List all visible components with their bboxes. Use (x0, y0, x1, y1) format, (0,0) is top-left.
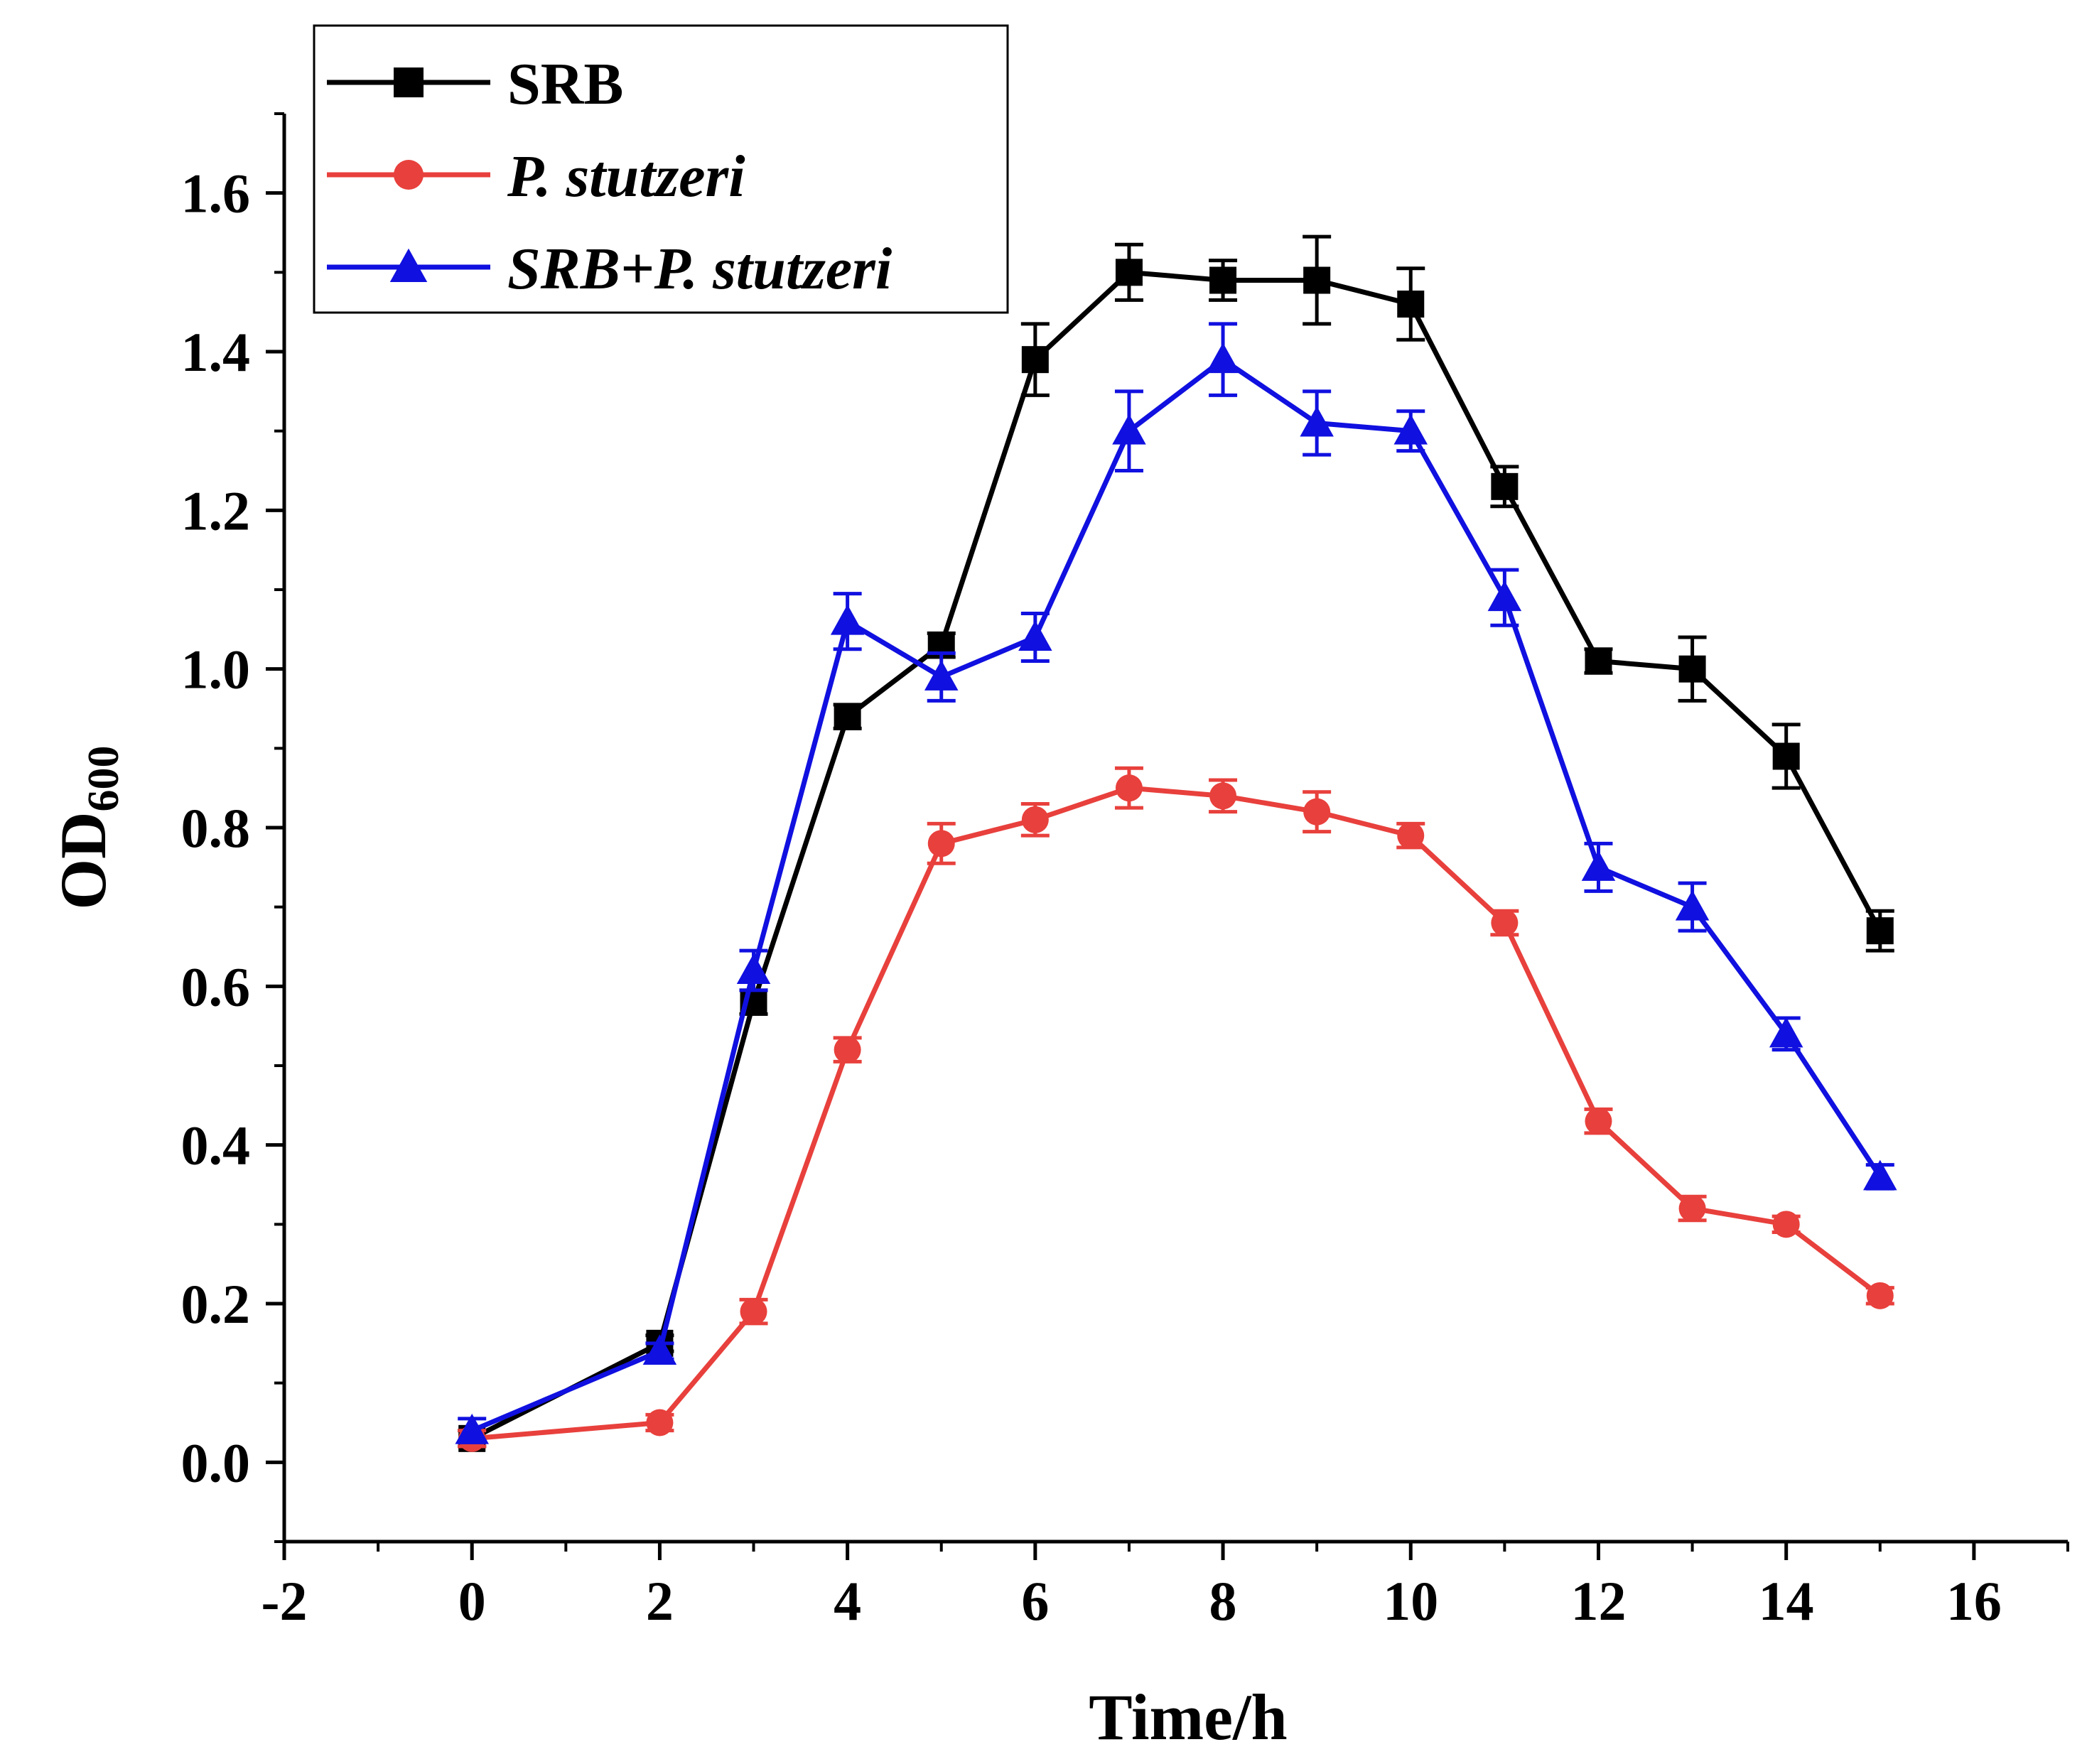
legend-label: SRB (507, 51, 623, 117)
data-point-circle (927, 830, 955, 857)
y-tick-label: 1.4 (181, 321, 251, 383)
legend-marker (394, 160, 424, 190)
data-point-triangle (1487, 580, 1522, 612)
legend-label: SRB+P. stutzeri (507, 236, 892, 302)
y-tick-label: 1.0 (181, 639, 251, 700)
data-point-triangle (1863, 1159, 1897, 1191)
data-point-square (1678, 655, 1706, 683)
data-point-square (1866, 917, 1894, 945)
y-axis: 0.0 0.2 0.4 0.6 0.8 1.0 1.2 1.4 1.6 (181, 112, 284, 1543)
data-point-triangle (830, 604, 865, 635)
series-2 (455, 322, 1897, 1444)
data-point-triangle (736, 953, 771, 984)
data-point-square (1021, 346, 1049, 374)
data-point-circle (1772, 1211, 1800, 1238)
x-tick-label: 8 (1209, 1570, 1237, 1632)
data-point-triangle (1769, 1017, 1803, 1048)
series-line (470, 357, 1882, 1433)
data-point-circle (1209, 782, 1237, 810)
x-tick-label: -2 (261, 1570, 308, 1632)
data-point-triangle (455, 1413, 489, 1444)
data-point-triangle (1018, 620, 1052, 651)
data-point-square (1209, 266, 1237, 294)
x-axis: -2 0 2 4 6 8 10 12 14 16 (261, 1542, 2069, 1632)
data-point-circle (834, 1036, 861, 1064)
data-point-circle (1021, 806, 1049, 833)
y-tick-label: 0.6 (181, 956, 251, 1017)
series-line (471, 785, 1882, 1441)
y-axis-title: OD600 (47, 746, 128, 910)
data-point-triangle (1393, 413, 1428, 445)
y-axis-title-main: OD (47, 812, 119, 910)
data-point-triangle (1675, 889, 1710, 921)
data-point-triangle (1206, 342, 1240, 374)
data-point-square (834, 703, 861, 730)
x-tick-label: 16 (1946, 1570, 2002, 1632)
data-point-circle (1678, 1195, 1706, 1222)
data-point-circle (1303, 798, 1331, 826)
x-tick-label: 12 (1570, 1570, 1626, 1632)
y-tick-label: 1.6 (181, 163, 251, 224)
legend-marker (394, 67, 424, 97)
data-point-circle (646, 1409, 674, 1436)
data-point-square (1585, 647, 1612, 675)
data-point-circle (740, 1298, 767, 1326)
data-point-square (1303, 266, 1331, 294)
data-point-circle (1585, 1108, 1612, 1135)
data-point-triangle (1581, 850, 1616, 881)
y-tick-label: 1.2 (181, 480, 251, 541)
data-point-triangle (924, 660, 959, 691)
data-point-circle (1866, 1282, 1894, 1309)
data-point-circle (1397, 822, 1425, 850)
data-point-triangle (1112, 413, 1146, 445)
x-tick-label: 4 (834, 1570, 861, 1632)
x-tick-label: 2 (646, 1570, 674, 1632)
y-tick-label: 0.0 (181, 1432, 251, 1493)
legend: SRB P. stutzeri SRB+P. stutzeri (313, 24, 1009, 314)
data-point-circle (1491, 909, 1519, 936)
data-point-circle (1115, 774, 1143, 802)
data-point-square (1397, 291, 1425, 318)
data-point-square (1772, 742, 1800, 770)
data-point-square (1491, 472, 1519, 500)
y-axis-title-subscript: 600 (80, 746, 128, 812)
x-tick-label: 6 (1021, 1570, 1049, 1632)
x-tick-label: 0 (458, 1570, 486, 1632)
x-tick-label: 14 (1759, 1570, 1814, 1632)
series-0 (458, 234, 1894, 1452)
series-1 (458, 766, 1894, 1452)
data-point-triangle (1300, 406, 1334, 437)
x-tick-label: 10 (1383, 1570, 1438, 1632)
data-point-triangle (642, 1334, 677, 1365)
data-point-square (1115, 259, 1143, 286)
y-tick-label: 0.4 (181, 1115, 251, 1176)
plot-frame (282, 114, 2068, 1544)
y-tick-label: 0.2 (181, 1273, 251, 1335)
series-layer (455, 234, 1897, 1452)
legend-marker (389, 248, 428, 282)
y-tick-label: 0.8 (181, 797, 251, 859)
x-axis-title: Time/h (1089, 1681, 1287, 1753)
legend-label: P. stutzeri (507, 144, 745, 210)
